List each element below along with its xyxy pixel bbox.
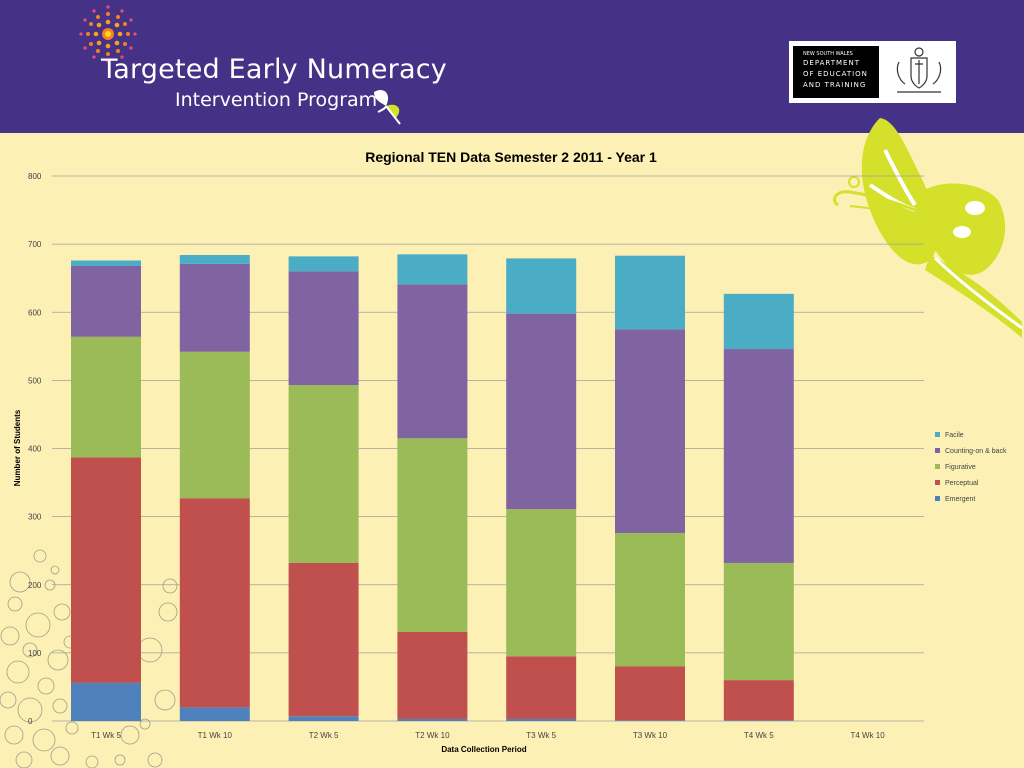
x-tick-label: T2 Wk 10 xyxy=(415,731,450,740)
x-axis-label: Data Collection Period xyxy=(441,745,526,754)
program-title: Targeted Early Numeracy xyxy=(101,54,447,85)
y-tick-label: 0 xyxy=(28,717,33,726)
department-logo-text-block: NEW SOUTH WALES DEPARTMENT OF EDUCATION … xyxy=(793,46,879,98)
x-tick-label: T1 Wk 10 xyxy=(198,731,233,740)
bar-segment-perceptual xyxy=(71,457,141,683)
bubble-decoration xyxy=(0,549,178,768)
y-tick-label: 500 xyxy=(28,376,42,385)
logo-line-training: AND TRAINING xyxy=(803,81,867,89)
bar-segment-perceptual xyxy=(506,656,577,719)
bar-segment-counting-on-back xyxy=(288,271,359,386)
y-tick-label: 100 xyxy=(28,649,42,658)
x-tick-label: T3 Wk 5 xyxy=(526,731,556,740)
legend-label: Emergent xyxy=(945,496,975,503)
x-tick-label: T3 Wk 10 xyxy=(633,731,668,740)
bar-segment-facile xyxy=(179,255,250,264)
bar-segment-figurative xyxy=(397,438,468,632)
legend-swatch xyxy=(935,432,940,437)
legend-label: Facile xyxy=(945,432,964,439)
department-logo: NEW SOUTH WALES DEPARTMENT OF EDUCATION … xyxy=(789,41,956,103)
chart-title: Regional TEN Data Semester 2 2011 - Year… xyxy=(365,149,657,165)
header-banner: Targeted Early Numeracy Intervention Pro… xyxy=(0,0,1024,133)
logo-line-department: DEPARTMENT xyxy=(803,59,860,67)
bar-segment-emergent xyxy=(288,716,359,721)
legend-swatch xyxy=(935,464,940,469)
x-tick-label: T2 Wk 5 xyxy=(309,731,339,740)
bar-segment-perceptual xyxy=(179,498,250,708)
legend-label: Counting-on & back xyxy=(945,448,1007,455)
bar-segment-facile xyxy=(71,260,141,266)
bar-segment-counting-on-back xyxy=(615,329,685,533)
bar-segment-emergent xyxy=(506,718,577,721)
coat-of-arms-icon xyxy=(896,47,942,93)
x-tick-label: T4 Wk 5 xyxy=(744,731,774,740)
bar-segment-counting-on-back xyxy=(397,284,468,439)
bar-segment-facile xyxy=(615,255,685,330)
y-tick-label: 800 xyxy=(28,172,42,181)
bar-segment-emergent xyxy=(723,720,794,721)
logo-line-state: NEW SOUTH WALES xyxy=(803,51,853,57)
logo-line-education: OF EDUCATION xyxy=(803,70,868,78)
bar-segment-emergent xyxy=(179,707,250,721)
y-tick-label: 600 xyxy=(28,308,42,317)
sun-logo-icon xyxy=(79,5,137,63)
bar-segment-perceptual xyxy=(615,666,685,721)
x-tick-label: T1 Wk 5 xyxy=(91,731,121,740)
y-tick-label: 400 xyxy=(28,445,42,454)
butterfly-decoration-icon xyxy=(833,118,1023,338)
bar-segment-figurative xyxy=(71,336,141,458)
bar-segment-counting-on-back xyxy=(179,263,250,352)
legend-label: Figurative xyxy=(945,464,976,471)
legend-swatch xyxy=(935,496,940,501)
program-subtitle: Intervention Program xyxy=(175,89,378,111)
bar-segment-figurative xyxy=(179,351,250,499)
bar-segment-facile xyxy=(723,293,794,350)
bar-segment-perceptual xyxy=(288,562,359,717)
x-tick-label: T4 Wk 10 xyxy=(850,731,885,740)
bar-segment-figurative xyxy=(288,385,359,563)
y-tick-label: 700 xyxy=(28,240,42,249)
chart-plot: 0 100 200 300 400 500 600 700 800 Regional TEN Da… xyxy=(13,149,1007,754)
bar-segment-counting-on-back xyxy=(723,349,794,563)
bar-segment-facile xyxy=(506,258,577,314)
bar-segment-emergent xyxy=(397,718,468,721)
legend-label: Perceptual xyxy=(945,480,979,487)
legend-swatch xyxy=(935,480,940,485)
bar-segment-figurative xyxy=(615,532,685,667)
legend-swatch xyxy=(935,448,940,453)
small-butterfly-icon xyxy=(374,89,401,125)
bar-segment-emergent xyxy=(71,682,141,721)
bar-segment-emergent xyxy=(615,720,685,721)
bar-segment-figurative xyxy=(723,562,794,681)
bar-segment-facile xyxy=(397,254,468,285)
bar-segment-figurative xyxy=(506,509,577,657)
bar-segment-perceptual xyxy=(397,631,468,719)
y-tick-label: 200 xyxy=(28,581,42,590)
bar-segment-perceptual xyxy=(723,680,794,721)
bar-segment-facile xyxy=(288,256,359,272)
bar-segment-counting-on-back xyxy=(506,313,577,510)
bar-segment-counting-on-back xyxy=(71,265,141,337)
y-axis-label: Number of Students xyxy=(13,409,22,486)
y-tick-label: 300 xyxy=(28,513,42,522)
